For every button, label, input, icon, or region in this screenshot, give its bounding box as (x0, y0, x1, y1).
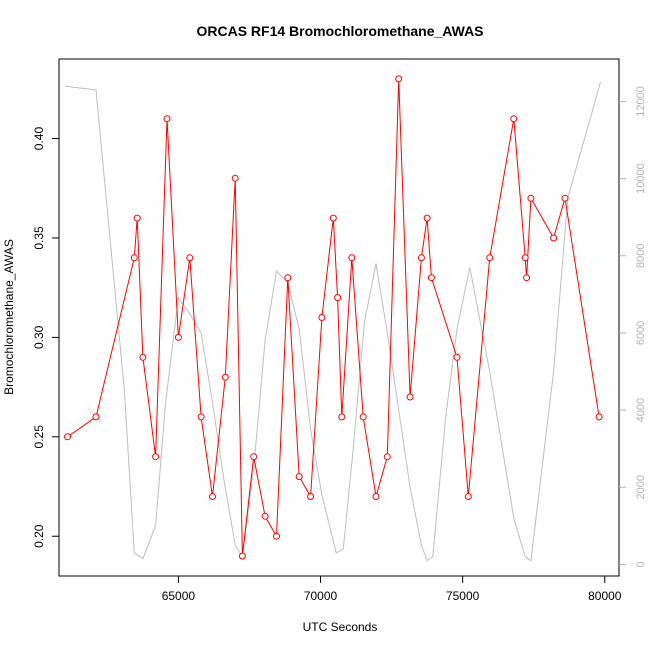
data-point (595, 413, 603, 421)
data-point (510, 115, 518, 123)
y-tick-label: 0.30 (32, 325, 46, 349)
data-point (284, 274, 292, 282)
data-point (139, 353, 147, 361)
x-tick-label: 75000 (446, 589, 480, 603)
plot-frame (58, 58, 620, 577)
data-point (521, 254, 529, 262)
y2-tick-label: 0 (635, 561, 647, 567)
data-point (261, 512, 269, 520)
y2-tick-label: 6000 (635, 321, 647, 345)
data-point (186, 254, 194, 262)
data-point (221, 373, 229, 381)
y2-tick-label: 12000 (635, 86, 647, 117)
x-axis: 65000 70000 75000 80000 (162, 576, 622, 603)
data-point (231, 174, 239, 182)
y2-tick-label: 4000 (635, 398, 647, 422)
data-point (338, 413, 346, 421)
data-point (163, 115, 171, 123)
data-point (318, 314, 326, 321)
y-tick-label: 0.20 (32, 524, 46, 548)
data-point (152, 453, 160, 461)
data-point (174, 333, 182, 341)
y2-tick-label: 10000 (635, 163, 647, 194)
chart-title: ORCAS RF14 Bromochloromethane_AWAS (196, 23, 483, 39)
data-point (359, 413, 367, 421)
data-point (383, 453, 391, 461)
data-point (527, 194, 535, 202)
data-point (130, 254, 138, 262)
data-point (197, 413, 205, 421)
data-point (406, 393, 414, 401)
data-point (453, 353, 461, 361)
series-secondary (64, 81, 601, 562)
primary-series-line (67, 78, 600, 557)
data-point (133, 214, 141, 222)
data-point (92, 413, 100, 421)
y-tick-label: 0.35 (32, 226, 46, 250)
x-tick-label: 80000 (588, 589, 622, 603)
y-axis-label: Bromochloromethane_AWAS (2, 239, 16, 395)
data-point (427, 274, 435, 282)
data-point (486, 254, 494, 262)
data-point (209, 493, 216, 500)
data-point (395, 75, 403, 83)
data-point (561, 194, 569, 202)
secondary-series-line (64, 81, 601, 562)
y-tick-label: 0.40 (32, 127, 46, 151)
secondary-y-axis: 0 2000 4000 6000 8000 10000 12000 (619, 86, 647, 567)
y2-tick-label: 2000 (635, 475, 647, 499)
x-tick-label: 70000 (304, 589, 338, 603)
data-point (417, 254, 425, 262)
y-axis: 0.20 0.25 0.30 0.35 0.40 (32, 127, 59, 548)
data-point (423, 214, 431, 222)
data-point (372, 493, 380, 500)
y2-tick-label: 8000 (635, 244, 647, 268)
data-point (64, 433, 71, 441)
data-point (273, 532, 280, 540)
x-tick-label: 65000 (162, 589, 196, 603)
y-tick-label: 0.25 (32, 425, 46, 449)
data-point (295, 473, 303, 481)
x-axis-label: UTC Seconds (303, 620, 378, 634)
data-point (348, 254, 356, 262)
data-point (329, 214, 337, 222)
series-primary (64, 75, 603, 560)
data-point (464, 493, 472, 500)
data-point (250, 453, 258, 461)
data-point (550, 234, 558, 242)
data-point (307, 493, 315, 500)
data-point (334, 294, 342, 302)
data-point (523, 274, 531, 282)
data-point (238, 552, 246, 560)
